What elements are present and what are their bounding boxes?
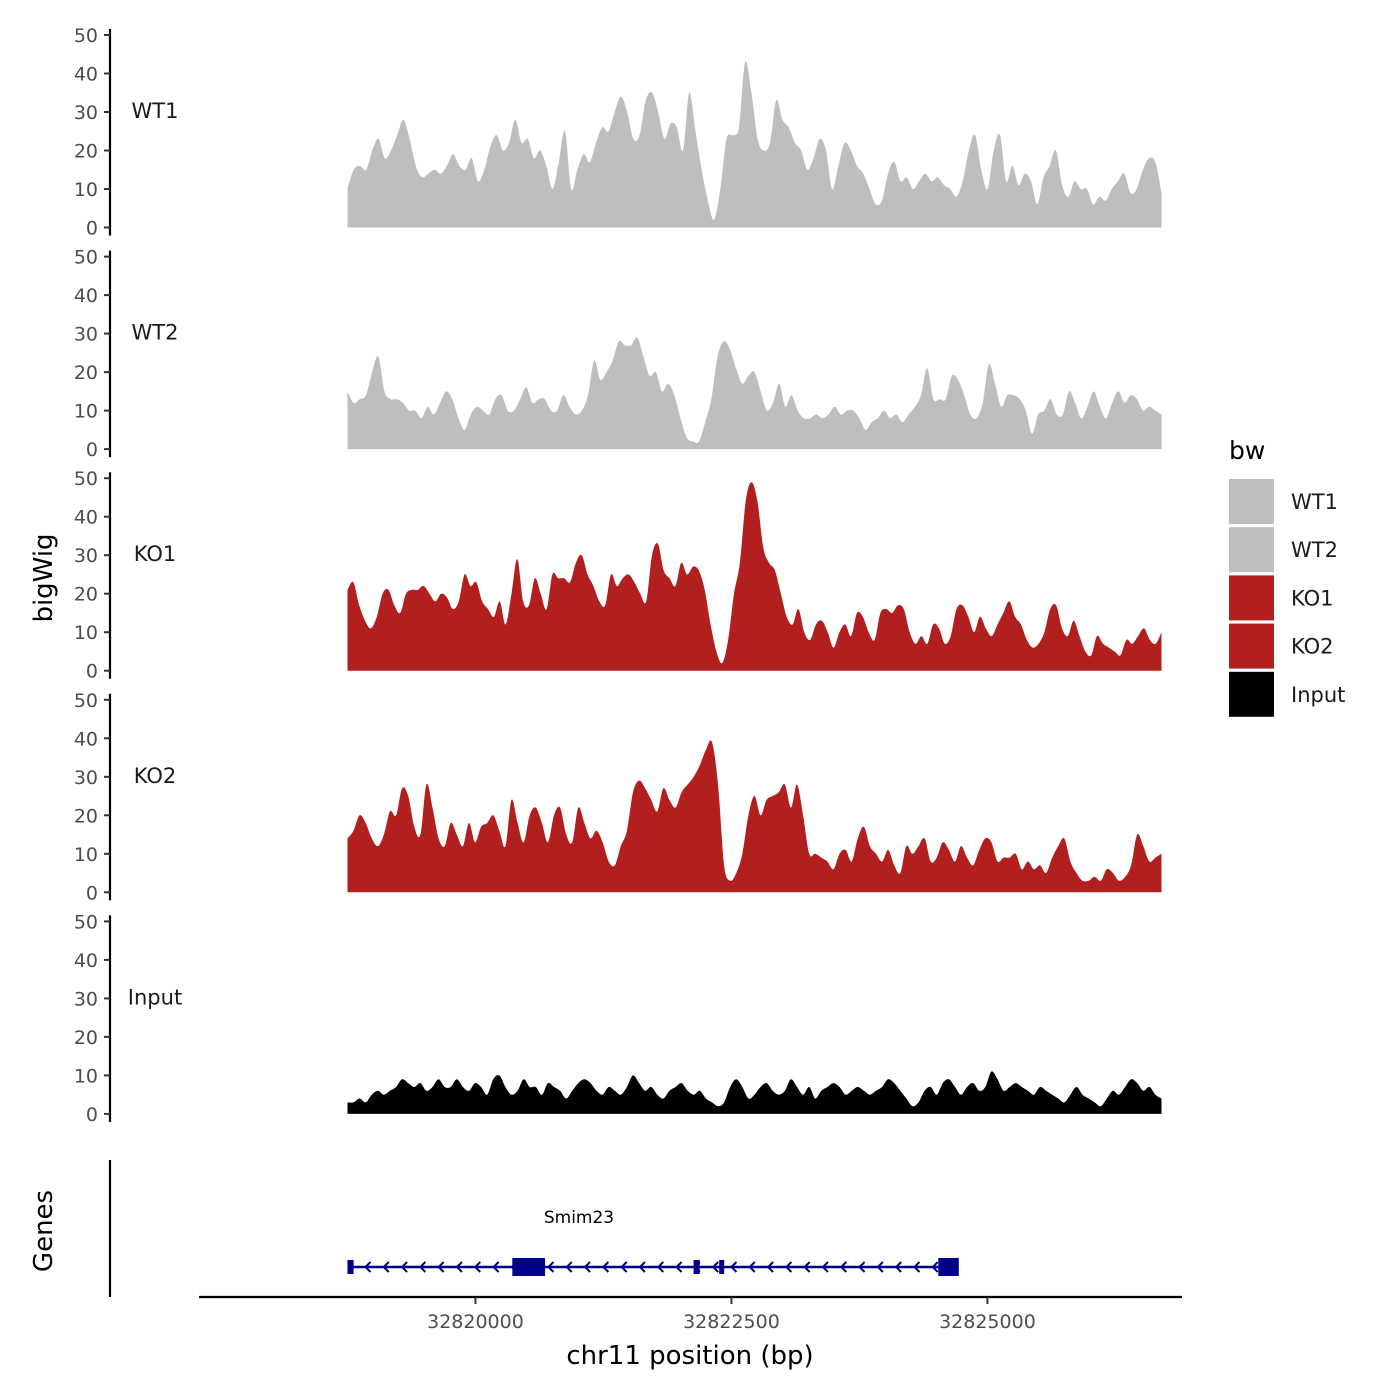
strand-arrow: [675, 1261, 683, 1273]
y-tick-label: 50: [74, 690, 98, 712]
y-tick-label: 30: [74, 988, 98, 1010]
y-tick-label: 50: [74, 468, 98, 490]
strand-arrow: [839, 1261, 847, 1273]
legend-swatch: [1229, 527, 1274, 573]
strand-arrow: [784, 1261, 793, 1273]
strand-arrow: [894, 1261, 902, 1273]
strand-arrow: [492, 1261, 500, 1273]
strand-arrow: [766, 1261, 774, 1273]
y-tick-label: 50: [74, 911, 98, 933]
strand-arrow: [583, 1261, 591, 1273]
legend-label: WT2: [1291, 538, 1338, 562]
coverage-tracks: 0 10 20 30 40 50 WT1 0 10 20 30 40 50 WT2 0 10 20 30 40 50 K…: [74, 25, 1162, 1126]
strand-arrow: [473, 1261, 481, 1273]
coverage-area-ko1: [347, 482, 1162, 671]
strand-arrow: [565, 1261, 573, 1273]
y-tick-label: 20: [74, 805, 98, 827]
exon-block: [347, 1260, 354, 1274]
x-tick-label: 32825000: [939, 1311, 1036, 1333]
strand-arrow: [364, 1261, 372, 1273]
strand-arrow: [803, 1261, 811, 1273]
y-tick-label: 0: [86, 661, 98, 683]
y-tick-label: 40: [74, 64, 98, 86]
genes-track-title: Genes: [29, 1190, 59, 1272]
strand-arrow: [876, 1261, 884, 1273]
y-tick-label: 10: [74, 401, 98, 423]
y-tick-label: 30: [74, 767, 98, 789]
track-label: KO2: [134, 764, 177, 788]
legend-label: KO1: [1291, 586, 1334, 610]
y-axis-title: bigWig: [29, 533, 59, 622]
y-tick-label: 0: [86, 218, 98, 240]
strand-arrow: [730, 1261, 738, 1273]
y-tick-label: 40: [74, 950, 98, 972]
coverage-area-wt2: [347, 337, 1162, 450]
strand-arrow: [638, 1261, 646, 1273]
y-tick-label: 0: [86, 439, 98, 461]
track-label: KO1: [134, 542, 177, 566]
strand-arrow: [620, 1261, 628, 1273]
coverage-area-input: [347, 1071, 1162, 1114]
strand-arrow: [931, 1261, 939, 1273]
y-tick-label: 20: [74, 584, 98, 606]
strand-arrow: [913, 1261, 921, 1273]
y-tick-label: 40: [74, 728, 98, 750]
y-tick-label: 20: [74, 141, 98, 163]
track-label: WT1: [132, 99, 179, 123]
track-label: Input: [128, 985, 182, 1009]
y-tick-label: 10: [74, 622, 98, 644]
strand-arrow: [455, 1261, 463, 1273]
coverage-area-ko2: [347, 740, 1162, 893]
x-axis: 32820000 32822500 32825000: [199, 1295, 1182, 1333]
y-tick-label: 0: [86, 1104, 98, 1126]
exon-block: [512, 1258, 546, 1276]
legend-label: WT1: [1291, 490, 1338, 514]
strand-arrow: [418, 1261, 427, 1273]
y-tick-label: 30: [74, 324, 98, 346]
legend-title: bw: [1229, 436, 1265, 465]
strand-arrow: [437, 1261, 445, 1273]
y-tick-label: 10: [74, 844, 98, 866]
y-tick-label: 30: [74, 102, 98, 124]
strand-arrow: [656, 1261, 664, 1273]
gene-label: Smim23: [544, 1208, 614, 1228]
strand-arrow: [400, 1261, 408, 1273]
legend-swatch: [1229, 575, 1274, 621]
strand-arrow: [748, 1261, 756, 1273]
y-tick-label: 50: [74, 25, 98, 47]
y-tick-label: 10: [74, 1065, 98, 1087]
x-tick-label: 32820000: [427, 1311, 524, 1333]
legend-label: Input: [1291, 683, 1345, 707]
exon-block: [938, 1258, 959, 1276]
strand-arrow: [382, 1261, 390, 1273]
gene-track: Smim23: [108, 1160, 959, 1297]
y-tick-label: 40: [74, 507, 98, 529]
strand-arrow: [601, 1261, 610, 1273]
y-tick-label: 20: [74, 362, 98, 384]
legend: bw WT1 WT2 KO1 KO2 Input: [1229, 436, 1345, 717]
exon-block: [719, 1260, 725, 1274]
legend-swatch: [1229, 479, 1274, 524]
x-tick-label: 32822500: [683, 1311, 780, 1333]
y-tick-label: 0: [86, 882, 98, 904]
legend-swatch: [1229, 671, 1274, 717]
exon-block: [693, 1260, 700, 1274]
y-tick-label: 30: [74, 545, 98, 567]
coverage-area-wt1: [347, 61, 1162, 228]
y-tick-label: 50: [74, 247, 98, 269]
y-tick-label: 40: [74, 285, 98, 307]
x-axis-title: chr11 position (bp): [566, 1341, 813, 1371]
legend-label: KO2: [1291, 635, 1334, 659]
y-tick-label: 10: [74, 179, 98, 201]
track-label: WT2: [132, 321, 179, 345]
strand-arrow: [547, 1261, 555, 1273]
strand-arrow: [858, 1261, 866, 1273]
strand-arrow: [711, 1261, 719, 1273]
strand-arrow: [821, 1261, 829, 1273]
y-tick-label: 20: [74, 1027, 98, 1049]
legend-swatch: [1229, 623, 1274, 669]
